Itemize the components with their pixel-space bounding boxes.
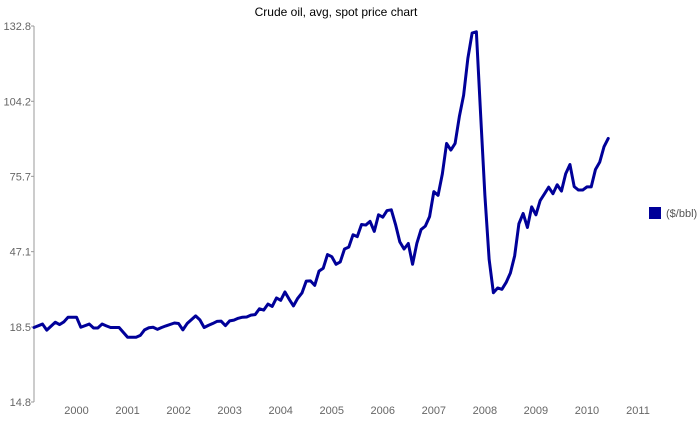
y-tick-label: 14.8 (10, 397, 31, 409)
x-tick-label: 2006 (371, 405, 395, 417)
x-tick-label: 2007 (422, 405, 446, 417)
y-tick-label: 104.2 (3, 96, 31, 108)
x-tick-label: 2002 (166, 405, 190, 417)
x-tick-label: 2010 (575, 405, 599, 417)
x-tick-label: 2000 (64, 405, 88, 417)
y-tick-label: 75.7 (10, 171, 31, 183)
x-tick-label: 2005 (320, 405, 344, 417)
x-tick-label: 2011 (626, 405, 650, 417)
chart-title: Crude oil, avg, spot price chart (255, 5, 418, 19)
legend-label: ($/bbl) (666, 208, 697, 220)
x-tick-label: 2009 (524, 405, 548, 417)
y-tick-label: 18.5 (10, 322, 31, 334)
legend-swatch (649, 207, 661, 219)
x-tick-label: 2004 (268, 405, 292, 417)
series-line (32, 30, 610, 339)
x-tick-label: 2008 (473, 405, 497, 417)
y-tick-label: 47.1 (10, 247, 31, 259)
x-tick-label: 2001 (115, 405, 139, 417)
x-tick-label: 2003 (217, 405, 241, 417)
y-tick-label: 132.8 (3, 21, 31, 33)
